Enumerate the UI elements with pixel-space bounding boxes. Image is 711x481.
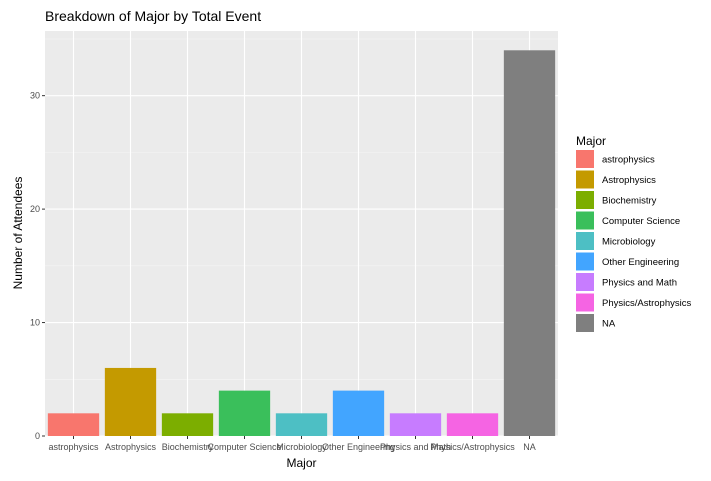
y-tick-label: 10: [30, 318, 40, 328]
legend-label: Other Engineering: [602, 257, 679, 268]
x-axis-ticks: astrophysics Astrophysics BiochemistryComp…: [48, 436, 536, 452]
bar-8: [503, 50, 556, 437]
y-tick-label: 0: [35, 431, 40, 441]
legend-label: Physics/Astrophysics: [602, 298, 691, 309]
bar-6: [389, 413, 442, 436]
legend-label: NA: [602, 319, 616, 330]
chart-title: Breakdown of Major by Total Event: [45, 8, 261, 24]
bar-4: [275, 413, 328, 436]
legend-key: [576, 314, 594, 332]
y-axis-ticks: 0 10 20 30: [30, 91, 45, 441]
bar-1: [104, 367, 157, 436]
bar-5: [332, 390, 385, 436]
legend-label: Physics and Math: [602, 278, 677, 289]
legend-label: Computer Science: [602, 216, 680, 227]
legend-items: astrophysics Astrophysics Biochemistry Comp…: [576, 150, 691, 332]
bar-2: [161, 413, 214, 436]
x-tick-label: NA: [523, 442, 536, 452]
legend-key: [576, 150, 594, 168]
bar-7: [446, 413, 499, 436]
x-tick-label: Microbiology: [276, 442, 327, 452]
legend-key: [576, 252, 594, 271]
x-tick-label: Other Engineering: [322, 442, 395, 452]
x-tick-label: Biochemistry: [162, 442, 214, 452]
legend-label: Astrophysics: [602, 175, 656, 186]
x-tick-label: Physics/Astrophysics: [430, 442, 515, 452]
legend: Major astrophysics Astrophysics Biochemist…: [576, 134, 691, 332]
y-axis-title: Number of Attendees: [11, 177, 25, 290]
x-tick-label: Computer Science: [207, 442, 281, 452]
x-axis-title: Major: [286, 456, 316, 470]
y-tick-label: 30: [30, 91, 40, 101]
x-tick-label: Astrophysics: [105, 442, 157, 452]
legend-label: astrophysics: [602, 155, 655, 166]
legend-key: [576, 170, 594, 189]
legend-key: [576, 191, 594, 209]
legend-label: Biochemistry: [602, 196, 657, 207]
y-tick-label: 20: [30, 204, 40, 214]
x-tick-label: astrophysics: [48, 442, 99, 452]
legend-title: Major: [576, 134, 606, 148]
legend-key: [576, 232, 594, 250]
legend-key: [576, 293, 594, 312]
bar-3: [218, 390, 271, 436]
legend-label: Microbiology: [602, 237, 656, 248]
legend-key: [576, 211, 594, 230]
legend-key: [576, 273, 594, 291]
bar-0: [47, 413, 100, 436]
x-tick-label: Physics and Math: [380, 442, 451, 452]
bars: [47, 50, 556, 437]
